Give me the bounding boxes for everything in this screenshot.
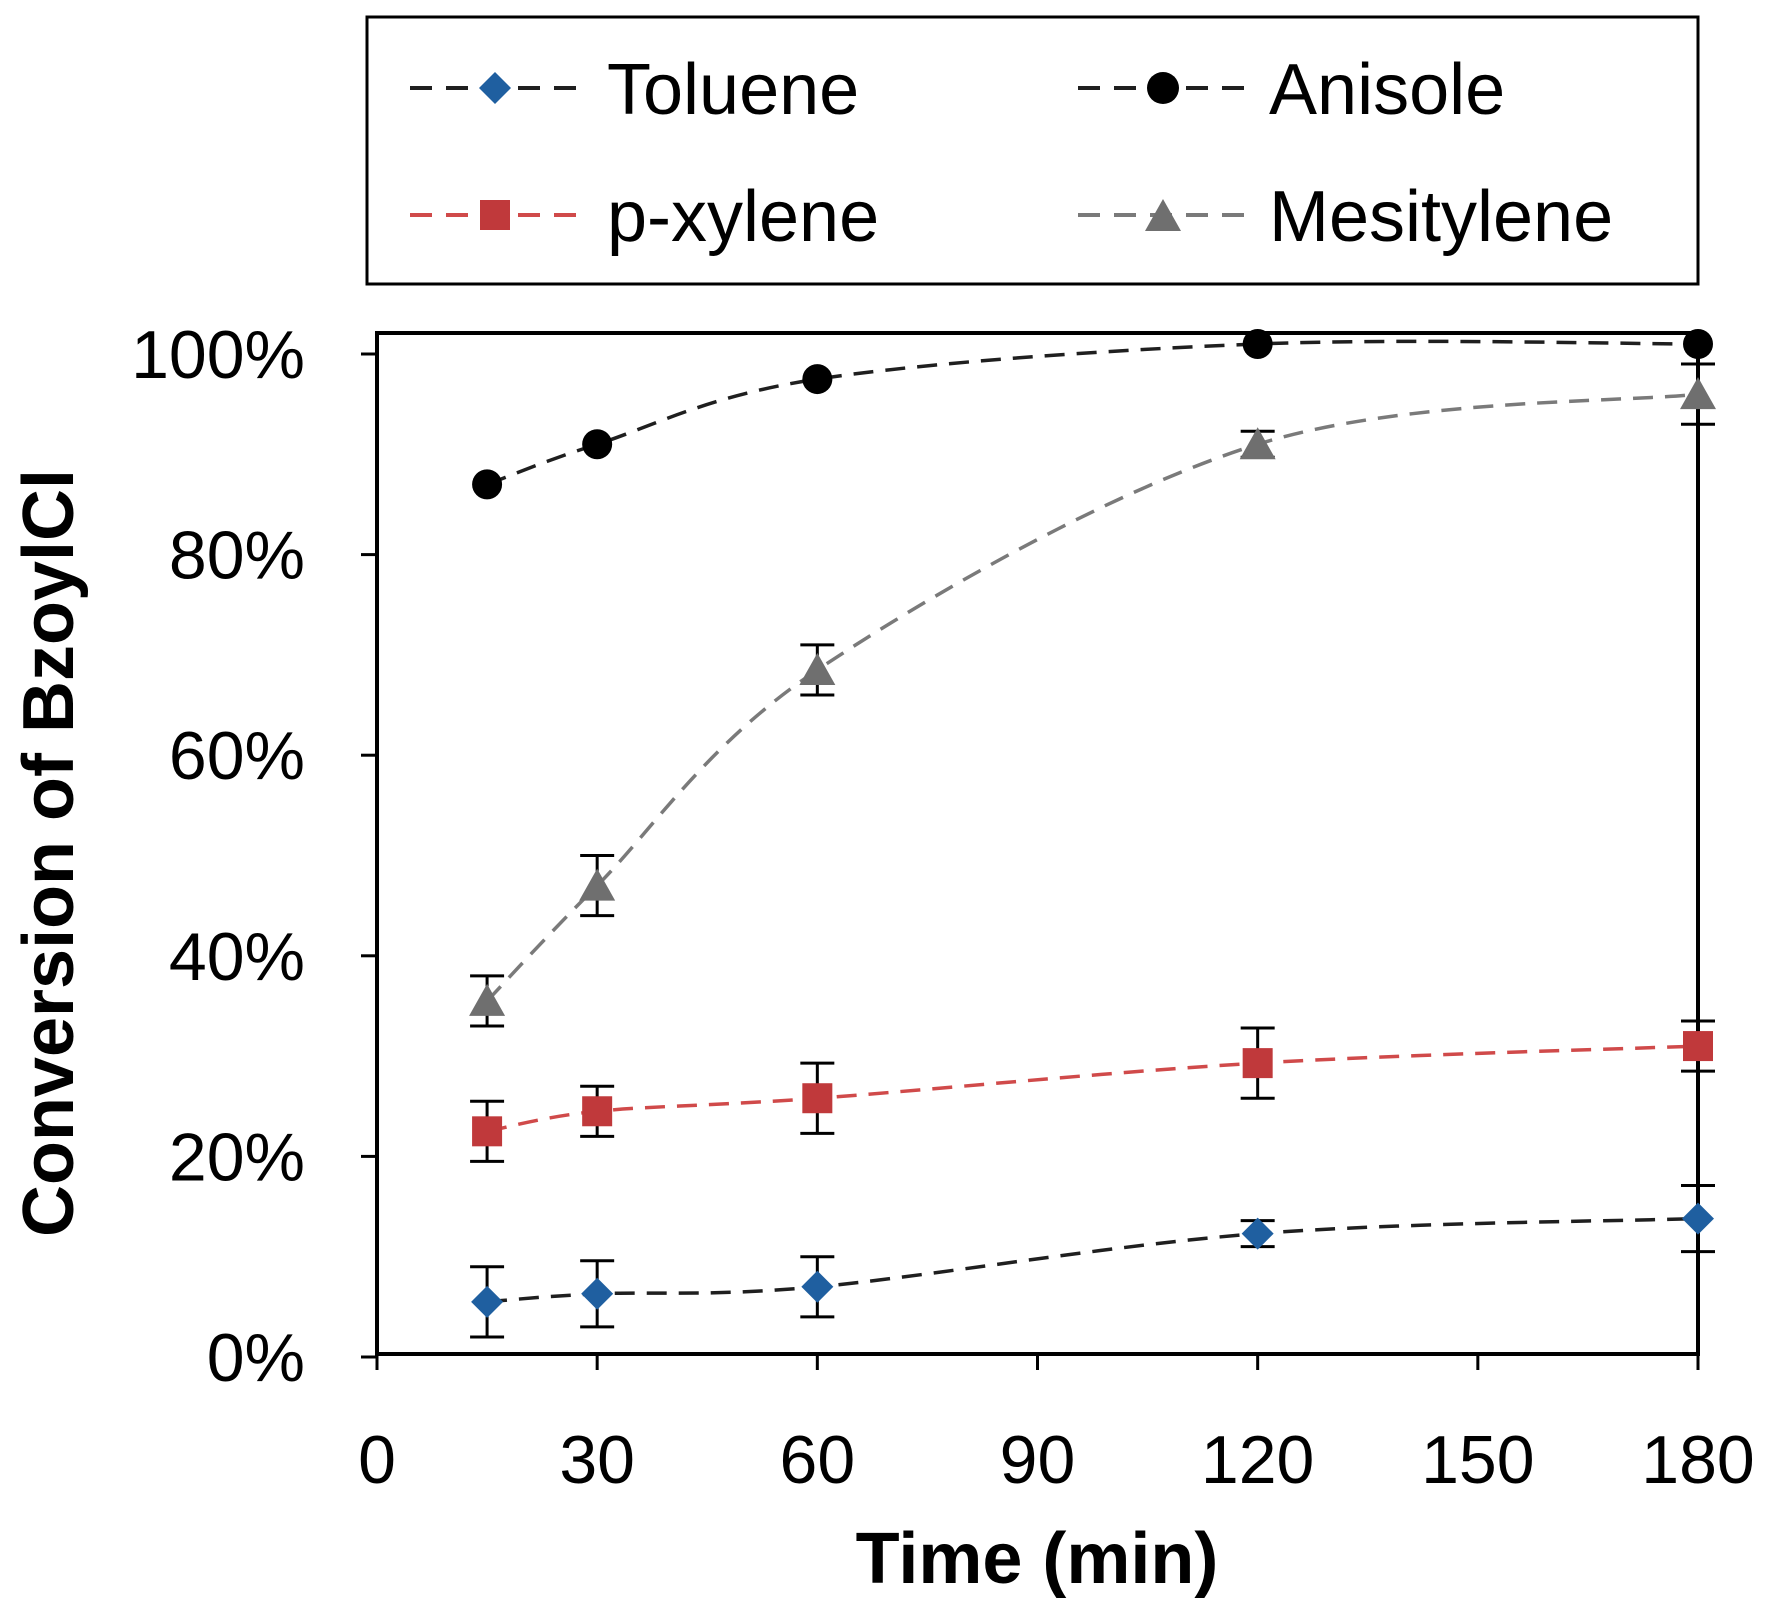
point-p-xylene-15 (472, 1116, 503, 1147)
point-toluene-15 (471, 1285, 504, 1318)
point-toluene-120 (1241, 1217, 1274, 1250)
series-anisole (472, 328, 1713, 500)
series-mesitylene (469, 362, 1716, 1028)
legend-label-toluene: Toluene (607, 50, 859, 130)
x-tick-label-90: 90 (1000, 1422, 1076, 1498)
legend-marker-toluene (479, 72, 511, 104)
x-axis-title: Time (min) (856, 1519, 1219, 1599)
point-p-xylene-30 (582, 1096, 613, 1127)
series-toluene (470, 1183, 1715, 1339)
legend-marker-p-xylene (480, 200, 510, 230)
series-line-toluene (486, 1216, 1699, 1304)
y-tick-label-60: 60% (169, 718, 305, 794)
legend-label-anisole: Anisole (1269, 50, 1505, 130)
x-tick-label-60: 60 (780, 1422, 856, 1498)
y-axis-title: Conversion of BzoylCl (9, 469, 89, 1237)
series-line-p-xylene (486, 1044, 1699, 1134)
point-anisole-180 (1683, 328, 1713, 359)
legend-marker-mesitylene (1145, 199, 1181, 231)
series-p-xylene (470, 1019, 1715, 1163)
point-mesitylene-180 (1680, 377, 1716, 410)
y-tick-label-80: 80% (169, 518, 305, 594)
point-p-xylene-180 (1683, 1031, 1713, 1062)
x-tick-label-150: 150 (1421, 1422, 1534, 1498)
plot-area (375, 331, 1700, 1356)
point-toluene-180 (1682, 1202, 1714, 1235)
legend-label-mesitylene: Mesitylene (1269, 177, 1613, 257)
point-anisole-30 (582, 429, 613, 460)
series-line-mesitylene (485, 392, 1699, 1003)
legend-box (365, 15, 1700, 286)
x-tick-label-30: 30 (559, 1422, 635, 1498)
legend-entry-anisole: Anisole (1078, 50, 1505, 130)
legend-marker-anisole (1147, 72, 1179, 104)
point-toluene-30 (581, 1277, 614, 1310)
point-p-xylene-120 (1242, 1048, 1273, 1079)
point-anisole-60 (802, 364, 833, 395)
legend-entry-mesitylene: Mesitylene (1078, 177, 1613, 257)
point-mesitylene-30 (579, 868, 616, 901)
legend-label-p-xylene: p-xylene (607, 177, 879, 257)
x-tick-label-180: 180 (1641, 1422, 1754, 1498)
legend-entry-toluene: Toluene (410, 50, 859, 130)
y-tick-label-100: 100% (131, 317, 305, 393)
series-layer (469, 328, 1716, 1339)
x-tick-label-0: 0 (358, 1422, 396, 1498)
point-mesitylene-60 (799, 652, 836, 685)
point-p-xylene-60 (802, 1083, 833, 1114)
x-tick-label-120: 120 (1201, 1422, 1314, 1498)
legend-entry-p-xylene: p-xylene (410, 177, 879, 257)
y-tick-label-40: 40% (169, 919, 305, 995)
series-line-anisole (486, 339, 1699, 487)
legend: Toluene Anisole p-xylene Mesitylene (365, 15, 1700, 286)
point-toluene-60 (801, 1270, 834, 1303)
y-tick-label-0: 0% (207, 1320, 305, 1396)
point-mesitylene-120 (1239, 427, 1276, 460)
y-tick-label-20: 20% (169, 1119, 305, 1195)
point-anisole-15 (472, 469, 503, 500)
axes: 0 30 60 90 120 150 180 0% 20% 40% 60% 80% 100% (131, 317, 1755, 1498)
point-mesitylene-15 (469, 983, 506, 1016)
point-anisole-120 (1242, 328, 1273, 359)
